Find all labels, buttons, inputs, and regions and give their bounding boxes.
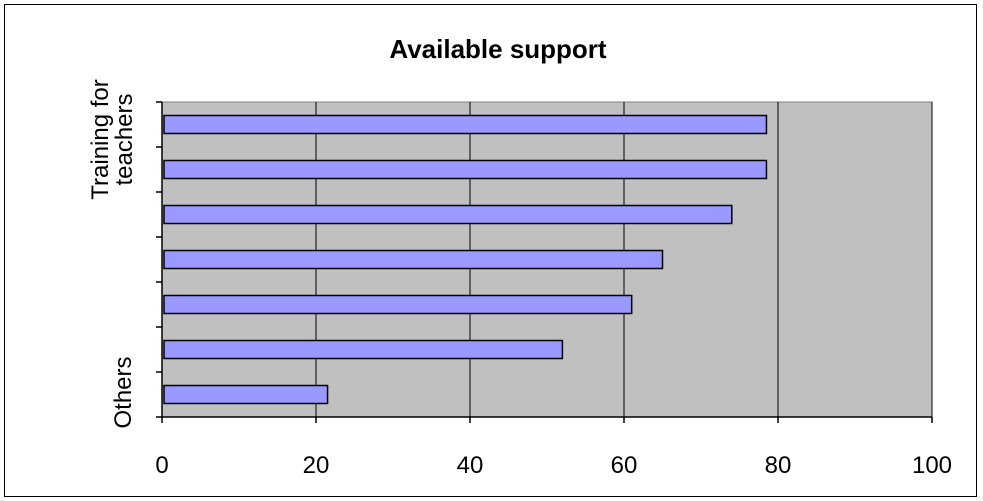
bar — [163, 159, 768, 180]
bar — [163, 114, 768, 135]
x-tick-label: 100 — [912, 452, 952, 479]
bar — [163, 294, 633, 315]
bar-chart: Available support 0 20 40 60 80 100 Others Tra… — [87, 34, 952, 479]
x-tick-label: 80 — [765, 452, 792, 479]
x-tick-label: 20 — [303, 452, 330, 479]
chart-frame: Available support 0 20 40 60 80 100 Others Tra… — [4, 4, 977, 497]
bars — [163, 114, 768, 405]
bar — [163, 204, 733, 225]
x-tick-labels: 0 20 40 60 80 100 — [155, 452, 952, 479]
category-labels: Others Training forteachers — [87, 79, 138, 428]
x-tick-label: 60 — [611, 452, 638, 479]
bar — [163, 384, 329, 405]
bar — [163, 249, 664, 270]
x-tick-label: 40 — [457, 452, 484, 479]
bar — [163, 339, 564, 360]
x-tick-label: 0 — [155, 452, 168, 479]
chart-title: Available support — [389, 34, 607, 64]
category-label: Others — [110, 356, 137, 428]
category-label: Training forteachers — [87, 79, 138, 200]
axes — [156, 101, 933, 423]
